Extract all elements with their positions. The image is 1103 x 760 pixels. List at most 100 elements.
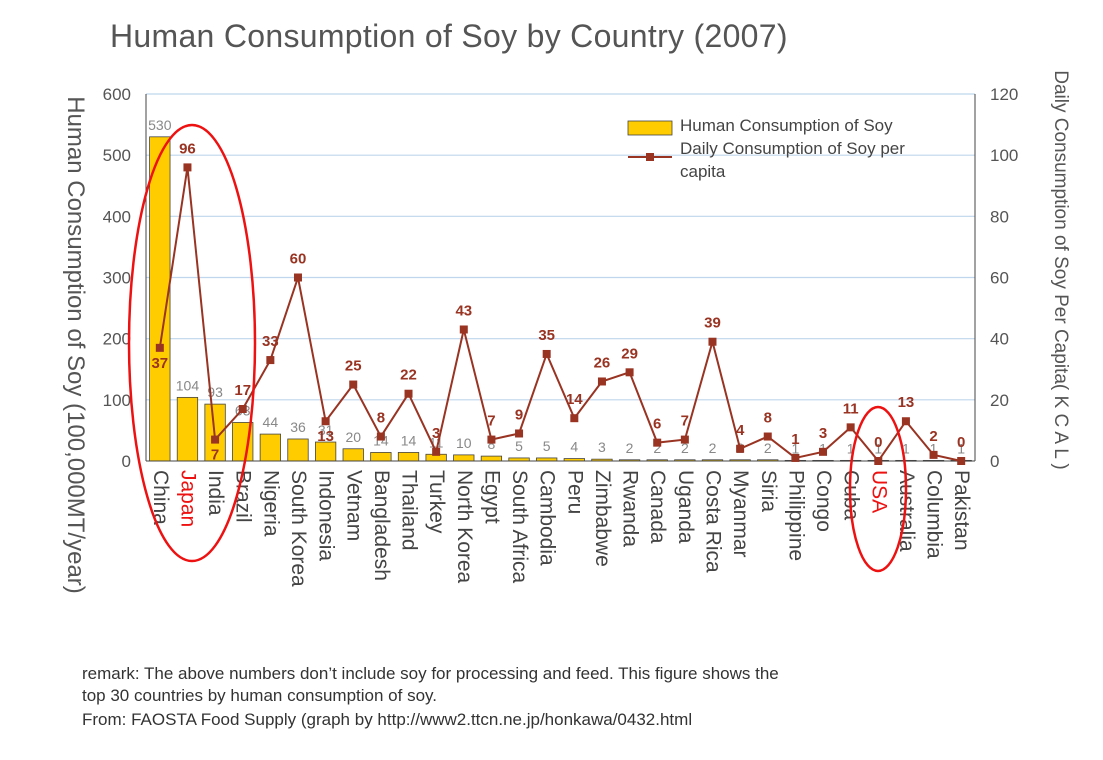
- bar: [259, 433, 281, 462]
- x-tick-label: Uganda: [674, 470, 697, 544]
- highlight-ellipse: [848, 405, 908, 573]
- x-tick-label: Nigeria: [259, 470, 282, 537]
- legend-bar-swatch: [627, 120, 673, 136]
- line-point: [929, 450, 938, 459]
- y-tick-label-left: 300: [103, 269, 131, 288]
- bar-value-label: 1: [791, 440, 799, 456]
- bar-value-label: 14: [401, 432, 417, 448]
- bar: [453, 454, 475, 462]
- bar-value-label: 2: [709, 440, 717, 456]
- line-value-label: 3: [432, 425, 440, 442]
- bar-value-label: 4: [570, 439, 578, 455]
- bar-value-label: 530: [148, 117, 172, 133]
- line-point: [321, 417, 330, 426]
- x-tick-label: Philippine: [784, 470, 807, 561]
- line-point: [293, 273, 302, 282]
- bar-value-label: 1: [930, 440, 938, 456]
- remark-line-2: top 30 countries by human consumption of…: [82, 686, 437, 705]
- y-tick-label-left: 600: [103, 85, 131, 104]
- x-tick-label: South Africa: [508, 470, 531, 584]
- y-tick-label-right: 80: [990, 207, 1009, 226]
- y-tick-label-right: 100: [990, 146, 1018, 165]
- line-point: [376, 432, 385, 441]
- line-value-label: 29: [621, 345, 638, 362]
- line-point: [238, 405, 247, 414]
- line-value-label: 22: [400, 367, 417, 384]
- bar-value-label: 5: [543, 438, 551, 454]
- line-point: [736, 444, 745, 453]
- line-value-label: 13: [317, 428, 334, 445]
- x-tick-label: Congo: [812, 470, 835, 532]
- line-value-label: 17: [234, 382, 251, 399]
- bar-value-label: 31: [318, 422, 334, 438]
- line-value-label: 35: [538, 327, 555, 344]
- line-value-label: 8: [377, 410, 385, 427]
- bar-value-label: 10: [456, 435, 472, 451]
- line-point: [266, 356, 275, 365]
- x-tick-label: Bangladesh: [370, 470, 393, 581]
- line-value-label: 7: [487, 413, 495, 430]
- x-tick-label: China: [149, 470, 172, 525]
- x-tick-label: Siria: [757, 470, 780, 512]
- line-series-path: [158, 167, 962, 463]
- line-point: [763, 432, 772, 441]
- line-point: [791, 453, 800, 462]
- line-value-label: 33: [262, 333, 279, 350]
- legend-line-marker: [646, 153, 654, 161]
- line-point: [653, 438, 662, 447]
- line-point: [901, 417, 910, 426]
- y-tick-label-left: 0: [122, 452, 131, 471]
- line-value-label: 26: [594, 354, 611, 371]
- bar-value-label: 1: [847, 440, 855, 456]
- x-tick-label: Japan: [176, 470, 199, 527]
- x-tick-label: Costa Rica: [701, 470, 724, 573]
- x-tick-label: Canada: [646, 470, 669, 544]
- bar: [342, 448, 364, 462]
- line-point: [211, 435, 220, 444]
- y-tick-label-left: 200: [103, 330, 131, 349]
- source-line: From: FAOSTA Food Supply (graph by http:…: [82, 710, 693, 729]
- line-point: [515, 429, 524, 438]
- chart-title: Human Consumption of Soy by Country (200…: [110, 18, 788, 54]
- x-tick-label: Pakistan: [950, 470, 973, 551]
- x-tick-label: Rwanda: [619, 470, 642, 547]
- bar-value-label: 3: [598, 439, 606, 455]
- line-point: [625, 368, 634, 377]
- x-tick-label: Turkey: [425, 470, 448, 534]
- bar-value-label: 104: [176, 377, 200, 393]
- line-value-label: 96: [179, 140, 196, 157]
- x-tick-label: Thailand: [398, 470, 421, 551]
- line-value-label: 7: [681, 413, 689, 430]
- y-tick-label-left: 500: [103, 146, 131, 165]
- x-tick-label: Egypt: [480, 470, 503, 524]
- line-value-label: 43: [455, 302, 472, 319]
- line-value-label: 9: [515, 406, 523, 423]
- bar: [397, 452, 420, 462]
- line-point: [846, 423, 855, 432]
- chart-plot: 0100200300400500600020406080100120530104…: [103, 85, 1019, 587]
- bar: [480, 455, 503, 462]
- bar-value-label: 36: [290, 419, 306, 435]
- line-value-label: 8: [764, 410, 772, 427]
- line-point: [708, 337, 717, 346]
- line-value-label: 13: [898, 394, 915, 411]
- bar-value-label: 2: [764, 440, 772, 456]
- line-value-label: 39: [704, 315, 721, 332]
- y-tick-label-right: 20: [990, 391, 1009, 410]
- bar: [370, 452, 392, 462]
- line-value-label: 6: [653, 416, 661, 433]
- line-point: [404, 389, 413, 398]
- x-tick-label: Australia: [895, 470, 918, 552]
- bar-value-label: 2: [653, 440, 661, 456]
- y-tick-label-right: 60: [990, 269, 1009, 288]
- bar-value-label: 1: [957, 440, 965, 456]
- y-tick-label-left: 100: [103, 391, 131, 410]
- x-tick-label: Peru: [563, 470, 586, 514]
- y-tick-label-right: 0: [990, 452, 999, 471]
- bar-value-label: 8: [488, 436, 496, 452]
- x-tick-label: Zimbabwe: [591, 470, 614, 567]
- line-point: [349, 380, 358, 389]
- bar-value-label: 20: [345, 429, 361, 445]
- x-tick-label: Columbia: [923, 470, 946, 559]
- line-point: [155, 343, 164, 352]
